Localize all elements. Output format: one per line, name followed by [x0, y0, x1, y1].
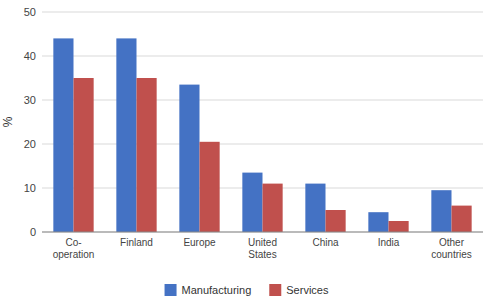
x-tick-label: Co-operation: [53, 237, 95, 260]
bar: [179, 85, 199, 232]
x-tick-label: Othercountries: [431, 237, 472, 260]
legend-swatch: [269, 284, 281, 296]
x-tick-label: China: [312, 237, 339, 248]
bar: [53, 38, 73, 232]
bar: [389, 221, 409, 232]
grid-line: [42, 12, 483, 13]
x-tick-label-line: United: [248, 237, 277, 248]
chart: 0 10 20 30 40 50% Co-operation Finland Europe Uni…: [0, 0, 493, 304]
bar: [305, 184, 325, 232]
y-tick-label: 40: [24, 50, 36, 62]
legend-label: Services: [286, 284, 329, 296]
legend: Manufacturing Services: [165, 284, 329, 296]
bar: [431, 190, 451, 232]
y-tick-label: 50: [24, 6, 36, 18]
bar: [137, 78, 157, 232]
x-tick-label: Europe: [183, 237, 216, 248]
y-tick-label: 0: [30, 226, 36, 238]
x-tick-label: Finland: [120, 237, 153, 248]
x-tick-label-line: Finland: [120, 237, 153, 248]
bar: [74, 78, 94, 232]
bar: [116, 38, 136, 232]
y-tick-label: 30: [24, 94, 36, 106]
y-tick-label: 20: [24, 138, 36, 150]
bar: [368, 212, 388, 232]
x-tick-label-line: Europe: [183, 237, 216, 248]
grid: [42, 12, 483, 232]
legend-swatch: [165, 284, 177, 296]
x-tick-label: UnitedStates: [248, 237, 277, 260]
x-tick-label-line: Other: [439, 237, 465, 248]
x-tick-label-line: India: [378, 237, 400, 248]
bar: [242, 173, 262, 232]
grid-line: [42, 232, 483, 233]
bar: [326, 210, 346, 232]
y-tick-label: 10: [24, 182, 36, 194]
x-tick-label: India: [378, 237, 400, 248]
grid-line: [42, 100, 483, 101]
legend-label: Manufacturing: [182, 284, 252, 296]
x-tick-label-line: countries: [431, 249, 472, 260]
bar: [200, 142, 220, 232]
x-axis-line: [42, 232, 483, 233]
x-tick-label-line: China: [312, 237, 339, 248]
x-tick-label-line: operation: [53, 249, 95, 260]
x-tick-label-line: Co-: [65, 237, 81, 248]
grid-line: [42, 56, 483, 57]
bar: [263, 184, 283, 232]
x-tick-label-line: States: [248, 249, 276, 260]
y-axis-label: %: [1, 116, 15, 127]
grid-line: [42, 144, 483, 145]
bar: [452, 206, 472, 232]
bars: [53, 38, 471, 232]
